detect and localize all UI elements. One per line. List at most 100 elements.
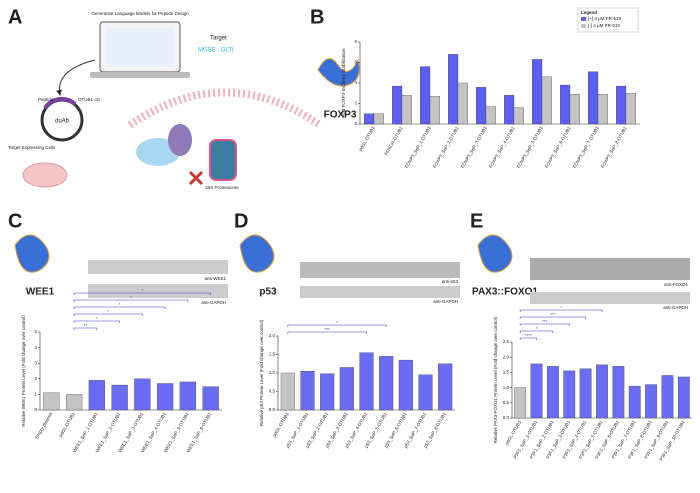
protein-name: FOXP3 <box>324 110 357 121</box>
significance-label: *** <box>550 312 556 317</box>
bar <box>596 364 608 419</box>
bar <box>563 370 576 419</box>
blot <box>88 260 228 274</box>
significance-label: * <box>119 302 121 307</box>
legend-swatch <box>581 24 586 28</box>
protein-name: WEE1 <box>26 287 55 298</box>
bar <box>280 372 295 411</box>
bar <box>514 387 527 419</box>
bar <box>612 366 625 419</box>
significance-bracket <box>519 309 603 312</box>
x-tick-label: WEE1_SaP_1-OTUB1 <box>72 411 99 453</box>
blot-label: anti-WEE1 <box>204 276 226 281</box>
y-tick-label: 0 <box>354 121 357 126</box>
significance-bracket <box>73 320 120 323</box>
x-tick-label: pdGL-OTUB1 <box>358 125 376 152</box>
significance-bracket <box>519 316 586 319</box>
bar <box>392 85 403 125</box>
bar <box>401 95 412 125</box>
bar <box>398 359 413 411</box>
significance-bracket <box>73 306 166 309</box>
x-tick-label: FOXP3_SaP_1-OTUB1 <box>404 125 432 169</box>
x-tick-label: FOXOA-OTUB1 <box>383 125 404 156</box>
y-tick-label: 8 <box>354 39 357 44</box>
x-tick-label: WEE1_SaP_3-OTUB1 <box>117 411 144 453</box>
bar <box>485 106 496 125</box>
y-tick-label: 4 <box>354 80 357 85</box>
y-tick-label: 1.5 <box>269 352 276 357</box>
x-tick-label: WEE1_SaP_2-OTUB1 <box>95 411 122 453</box>
bar <box>373 113 384 125</box>
y-tick-label: 2 <box>354 101 357 106</box>
significance-label: * <box>560 305 562 310</box>
bar <box>111 384 128 411</box>
significance-bracket <box>73 313 143 316</box>
y-tick-label: 2.0 <box>503 354 510 359</box>
panel-label: C <box>8 210 22 232</box>
laptop <box>90 21 190 78</box>
significance-label: *** <box>542 319 548 324</box>
blot-label: anti-GAPDH <box>663 305 688 310</box>
x-tick-label: FOXP3_SaP_5-OTUB1 <box>516 125 544 169</box>
y-tick-label: 3 <box>34 360 37 365</box>
blot-label: anti-GAPDH <box>433 299 458 304</box>
y-axis-label: Relative PAX3-FOXO1 Protein Level (Fold … <box>493 316 498 443</box>
significance-label: * <box>336 320 338 325</box>
bar <box>579 368 592 419</box>
legend-swatch <box>581 17 586 21</box>
blot <box>88 284 228 298</box>
bar <box>616 85 627 125</box>
x-tick-label: FOXP3_SaP_3-OTUB1 <box>460 125 488 169</box>
blot-label: anti-GAPDH <box>201 300 226 305</box>
membrane <box>127 88 323 129</box>
bar <box>560 84 571 125</box>
bar <box>320 373 335 411</box>
panel-label: D <box>234 210 248 232</box>
significance-bracket <box>519 330 554 333</box>
bar <box>569 94 580 125</box>
bar <box>66 394 83 411</box>
panel-label: B <box>310 6 324 28</box>
bar <box>179 381 196 411</box>
x-tick-label: FOXP3_SaP_7-OTUB1 <box>572 125 600 169</box>
panel-label: E <box>470 210 483 232</box>
significance-label: * <box>107 309 109 314</box>
y-axis-label: Fold FOXP3-mCherry Stabilization <box>341 48 346 118</box>
otub1: OTUB1 cD <box>78 97 101 102</box>
bar <box>661 375 674 419</box>
significance-label: * <box>536 326 538 331</box>
bar <box>418 374 433 411</box>
significance-bracket <box>73 299 189 302</box>
y-tick-label: 1.0 <box>269 370 276 375</box>
bar <box>88 380 105 411</box>
bar <box>448 54 459 125</box>
significance-label: * <box>130 295 132 300</box>
y-tick-label: 2.5 <box>503 339 510 344</box>
blot-label: anti-FOXO1 <box>664 282 689 287</box>
legend-label: [+] 4 μM PR-619 <box>588 16 621 21</box>
plasmid-segment <box>43 96 77 110</box>
peptide: Peptide <box>38 97 54 102</box>
significance-bracket <box>519 337 537 340</box>
x-tick-label: FOXP3_SaP_6-OTUB1 <box>544 125 572 169</box>
significance-bracket <box>287 331 367 334</box>
y-tick-label: 1.0 <box>503 385 510 390</box>
y-tick-label: 0.0 <box>503 415 510 420</box>
structure <box>239 234 275 273</box>
duab: duAb <box>55 119 70 125</box>
bar <box>300 370 315 411</box>
structure <box>317 58 360 87</box>
bar <box>43 392 60 411</box>
y-tick-label: 5 <box>34 329 37 334</box>
bar <box>541 76 552 125</box>
panel-label: A <box>8 6 22 28</box>
significance-bracket <box>287 324 387 327</box>
blot <box>530 258 690 280</box>
bar <box>513 107 524 125</box>
structure <box>477 234 513 273</box>
protein-name: PAX3::FOXO1 <box>472 287 538 298</box>
bar <box>677 376 690 419</box>
x-tick-label: pdGL-OTUB1 <box>504 419 522 446</box>
bar <box>420 66 431 125</box>
bar <box>530 363 543 419</box>
